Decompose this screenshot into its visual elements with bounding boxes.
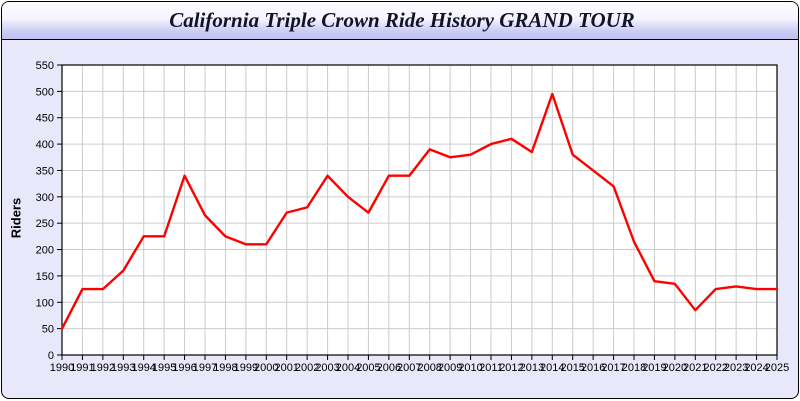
svg-text:500: 500 xyxy=(36,86,54,98)
svg-text:200: 200 xyxy=(36,245,54,257)
svg-text:150: 150 xyxy=(36,271,54,283)
svg-text:300: 300 xyxy=(36,192,54,204)
svg-text:50: 50 xyxy=(42,324,54,336)
svg-text:0: 0 xyxy=(48,350,54,362)
svg-text:2025: 2025 xyxy=(765,362,789,374)
svg-text:350: 350 xyxy=(36,165,54,177)
svg-text:400: 400 xyxy=(36,139,54,151)
svg-text:450: 450 xyxy=(36,113,54,125)
svg-text:550: 550 xyxy=(36,60,54,72)
svg-text:250: 250 xyxy=(36,218,54,230)
svg-text:100: 100 xyxy=(36,297,54,309)
